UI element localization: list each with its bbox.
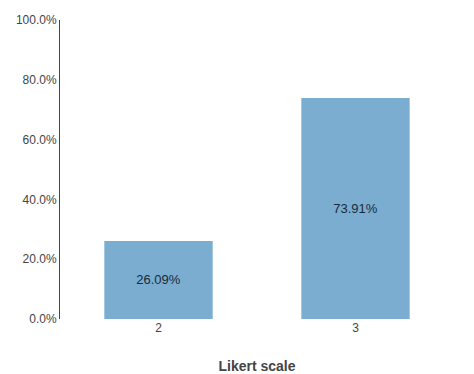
svg-text:Likert scale: Likert scale bbox=[218, 358, 295, 374]
svg-text:40.0%: 40.0% bbox=[23, 193, 57, 207]
svg-text:73.91%: 73.91% bbox=[333, 201, 378, 216]
svg-text:80.0%: 80.0% bbox=[23, 73, 57, 87]
svg-text:100.0%: 100.0% bbox=[16, 13, 57, 27]
svg-text:3: 3 bbox=[352, 321, 359, 335]
svg-text:60.0%: 60.0% bbox=[23, 133, 57, 147]
svg-text:0.0%: 0.0% bbox=[29, 312, 57, 326]
svg-text:20.0%: 20.0% bbox=[23, 252, 57, 266]
svg-text:26.09%: 26.09% bbox=[136, 272, 181, 287]
svg-text:2: 2 bbox=[155, 321, 162, 335]
